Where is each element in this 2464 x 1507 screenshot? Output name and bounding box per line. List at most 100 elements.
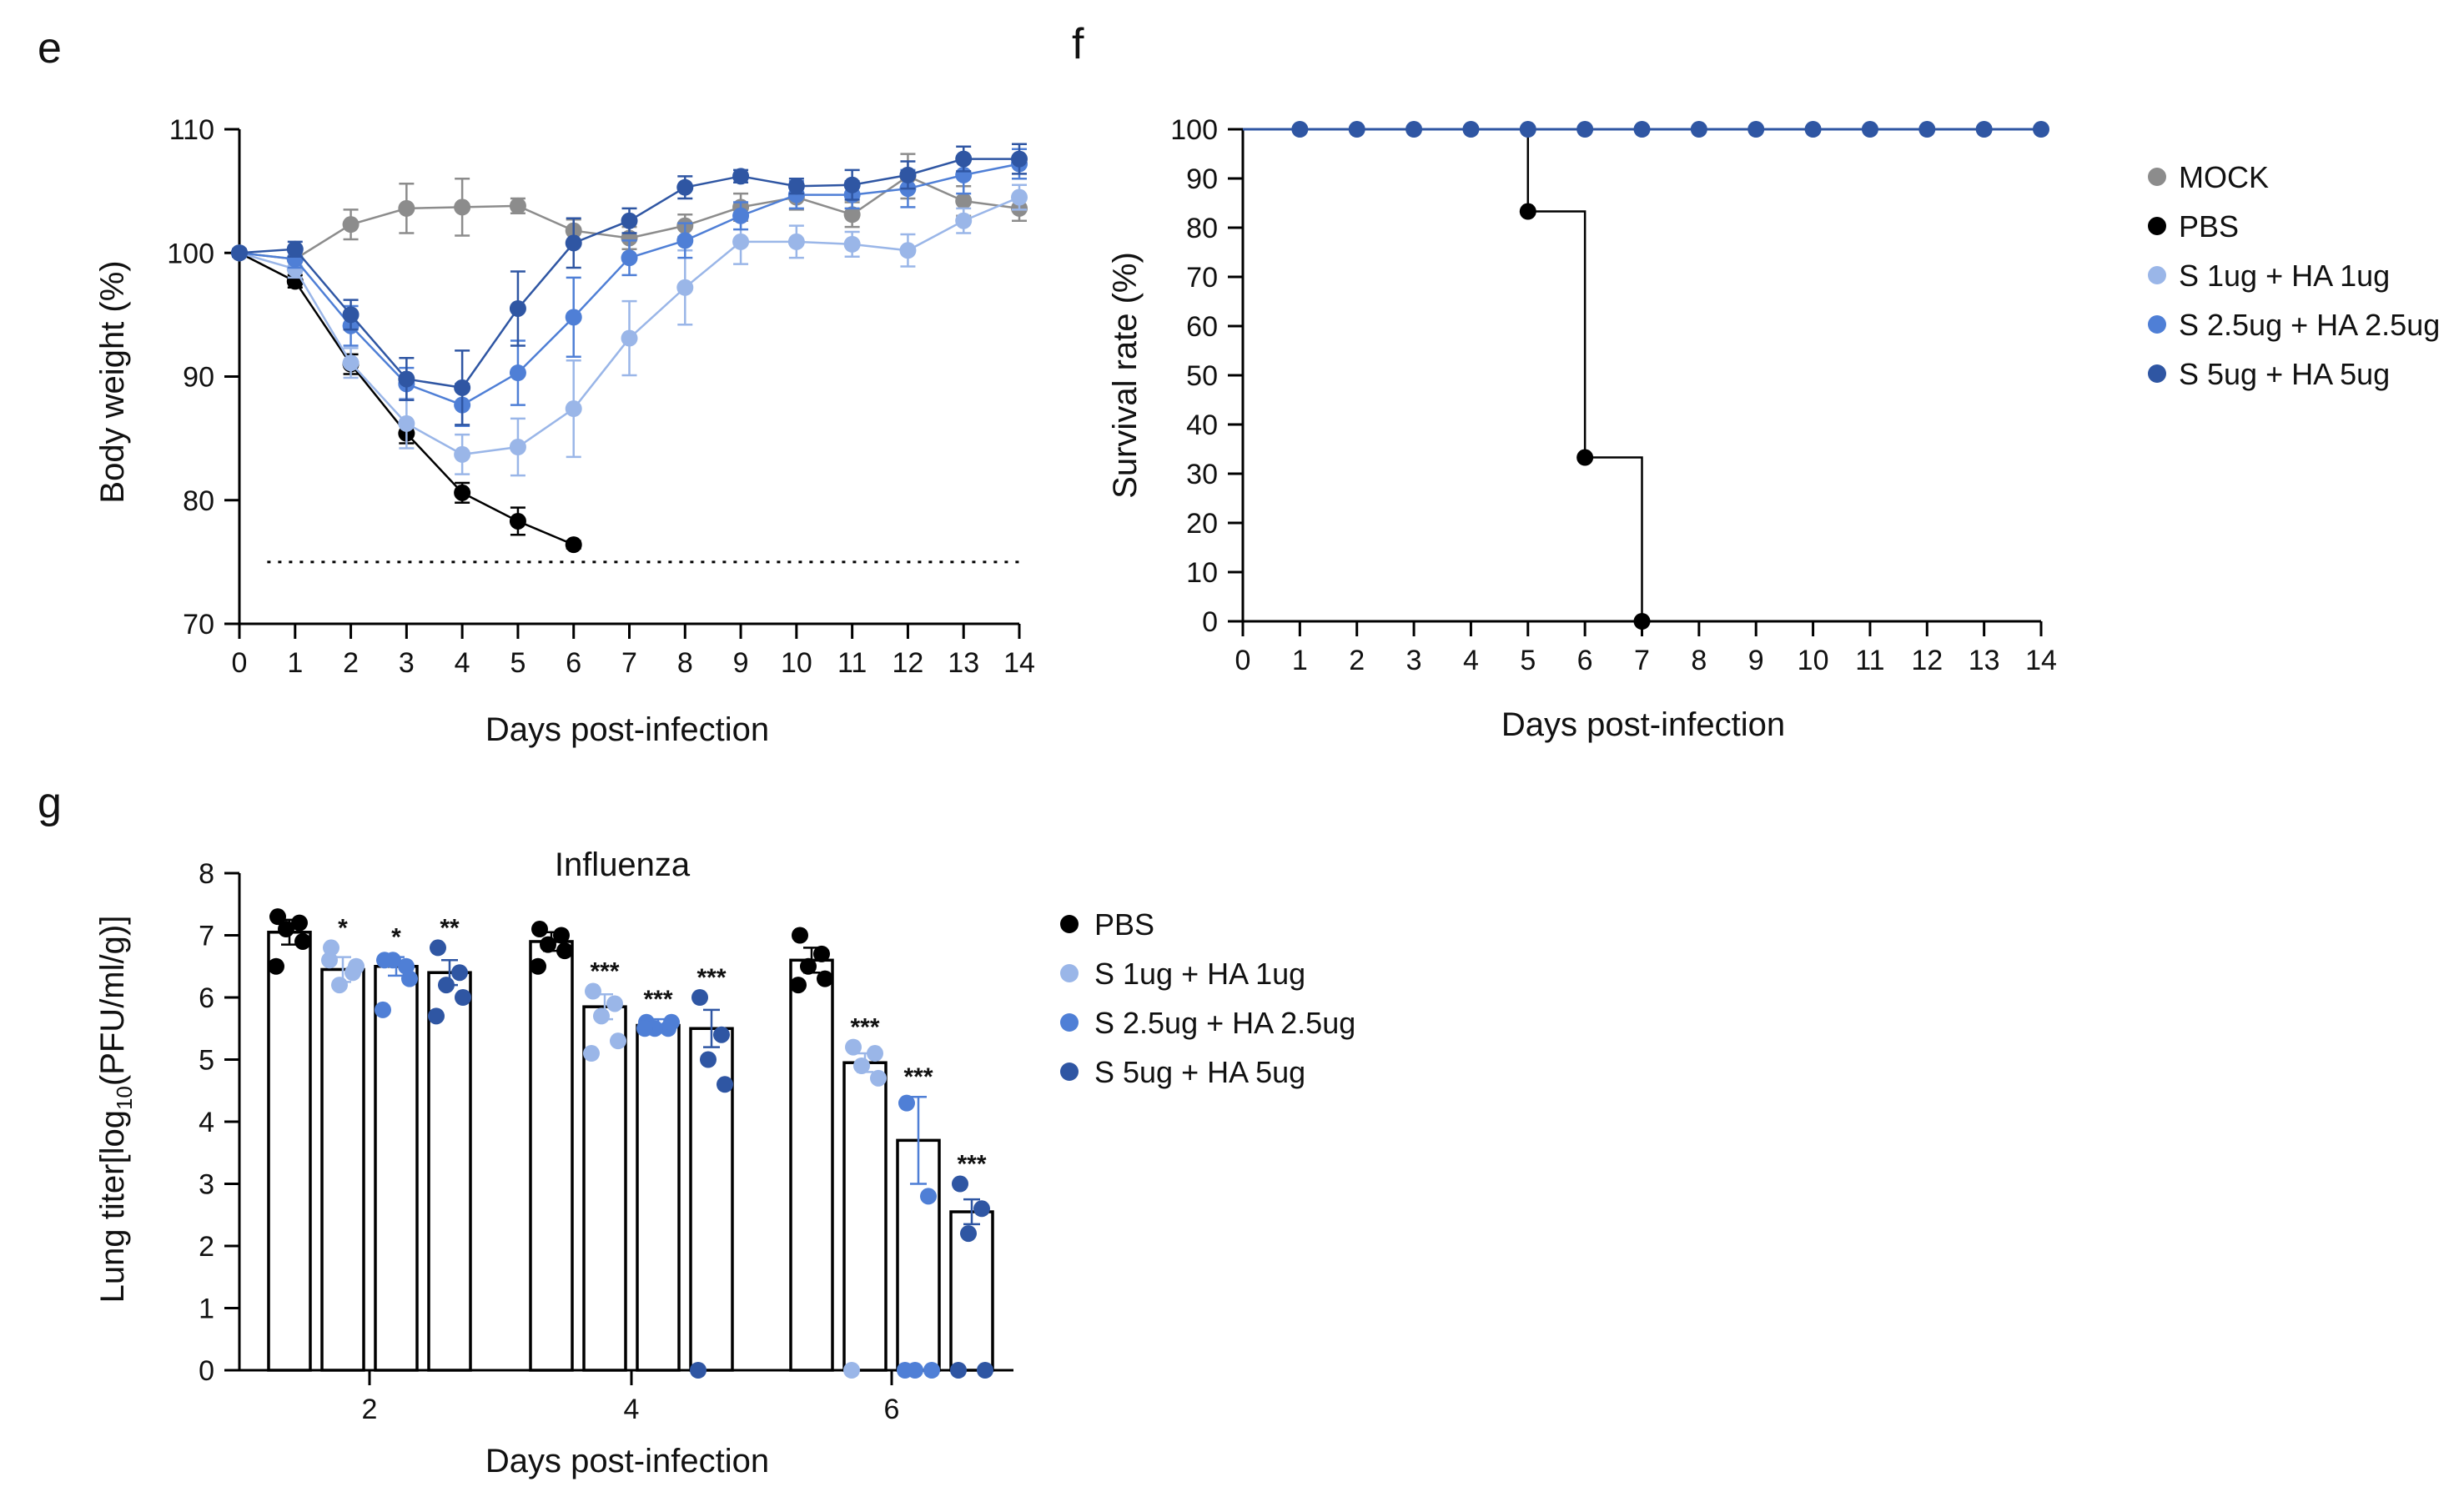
bar-data-point (348, 957, 365, 975)
bar-data-point (269, 908, 286, 926)
bar-data-point (583, 1045, 600, 1062)
data-point (454, 198, 471, 216)
significance-label: *** (643, 986, 672, 1013)
bar-data-point (923, 1362, 940, 1379)
lung-titer-x-tick-label: 2 (362, 1394, 378, 1425)
survival-x-tick-label: 1 (1292, 645, 1308, 676)
body-weight-x-tick-label: 12 (893, 647, 924, 679)
data-point (454, 379, 471, 396)
survival-y-tick-label: 60 (1186, 311, 1218, 343)
data-point (955, 192, 973, 209)
data-point (398, 199, 415, 217)
bar-data-point (291, 914, 308, 932)
significance-label: ** (440, 914, 460, 942)
bar-data-point (717, 1076, 733, 1093)
survival-point-vaccinated (1747, 121, 1765, 138)
bar-data-point (792, 927, 808, 944)
body-weight-x-axis-label: Days post-infection (485, 711, 769, 748)
bar-data-point (960, 1225, 977, 1243)
body-weight-y-tick-label: 110 (169, 114, 214, 146)
significance-label: *** (957, 1151, 986, 1178)
survival-y-tick-label: 100 (1170, 114, 1218, 146)
bar-data-point (867, 1045, 883, 1062)
bar-pbs (529, 940, 574, 1372)
data-point (621, 249, 638, 267)
bar-data-point (853, 1057, 870, 1074)
data-point (621, 212, 638, 229)
body-weight-x-tick-label: 13 (948, 647, 979, 679)
body-weight-x-tick-label: 0 (232, 647, 248, 679)
survival-point-vaccinated (2033, 121, 2049, 138)
survival-y-tick-label: 20 (1186, 508, 1218, 540)
data-point (843, 206, 861, 224)
body-weight-x-tick-label: 3 (399, 647, 415, 679)
survival-x-tick-label: 10 (1798, 645, 1829, 676)
data-point (342, 306, 360, 324)
data-point (565, 234, 582, 252)
significance-label: *** (903, 1063, 933, 1091)
survival-x-tick-label: 8 (1691, 645, 1707, 676)
legend-marker (2148, 315, 2166, 334)
significance-label: *** (850, 1014, 879, 1042)
survival-y-tick-label: 40 (1186, 409, 1218, 441)
data-point (509, 439, 526, 456)
lung-titer-y-tick-label: 1 (199, 1294, 214, 1325)
bar-data-point (973, 1200, 990, 1218)
lung-titer-y-label-subscript: 10 (112, 1086, 137, 1110)
survival-y-tick-label: 70 (1186, 262, 1218, 294)
body-weight-x-tick-label: 11 (837, 647, 867, 679)
bar-data-point (700, 1051, 717, 1068)
legend-marker (2148, 217, 2166, 235)
legend-label: S 5ug + HA 5ug (2179, 357, 2390, 391)
survival-y-tick-label: 80 (1186, 213, 1218, 244)
bar-data-point (278, 921, 294, 938)
bar-data-point (451, 964, 468, 982)
data-point (899, 166, 917, 183)
data-point (955, 212, 973, 229)
survival-point-vaccinated (1633, 121, 1651, 138)
survival-x-axis-label: Days post-infection (1501, 706, 1785, 743)
lung-titer-y-tick-label: 8 (199, 858, 214, 890)
survival-point-vaccinated (1405, 121, 1423, 138)
data-point (843, 235, 861, 253)
survival-x-tick-label: 12 (1911, 645, 1943, 676)
survival-series (1243, 121, 2049, 630)
data-point (342, 354, 360, 372)
data-point (565, 309, 582, 326)
data-point (509, 197, 526, 214)
panel-letter-g: g (38, 779, 62, 827)
legend-marker (1060, 1062, 1079, 1081)
body-weight-y-tick-label: 70 (183, 609, 214, 640)
data-point (732, 233, 750, 250)
bar-data-point (428, 1007, 445, 1025)
body-weight-x-tick-label: 6 (566, 647, 581, 679)
bar-data-point (556, 942, 573, 960)
bar-data-point (606, 995, 623, 1012)
bar-pbs (789, 958, 834, 1372)
lung-titer-x-tick-label: 4 (624, 1394, 640, 1425)
data-point (565, 400, 582, 418)
survival-x-tick-label: 5 (1520, 645, 1536, 676)
bar-data-point (323, 939, 339, 957)
data-point (621, 329, 638, 347)
data-point (454, 484, 471, 501)
legend-label: MOCK (2179, 160, 2269, 194)
survival-y-axis-label: Survival rate (%) (1107, 252, 1144, 499)
survival-point-pbs (1576, 449, 1594, 466)
bar-data-point (321, 952, 338, 969)
bar-data-point (455, 989, 471, 1006)
lung-titer-legend: PBS S 1ug + HA 1ug S 2.5ug + HA 2.5ug S 5ug… (1060, 907, 1355, 1089)
panel-letter-e: e (38, 24, 62, 73)
body-weight-x-tick-label: 10 (781, 647, 812, 679)
data-point (787, 178, 805, 195)
body-weight-y-tick-label: 90 (183, 362, 214, 394)
bar-data-point (898, 1094, 915, 1112)
legend-label: S 2.5ug + HA 2.5ug (1094, 1006, 1355, 1040)
bar-mid (636, 1023, 681, 1372)
legend-label: S 2.5ug + HA 2.5ug (2179, 308, 2440, 342)
survival-point-vaccinated (1861, 121, 1878, 138)
